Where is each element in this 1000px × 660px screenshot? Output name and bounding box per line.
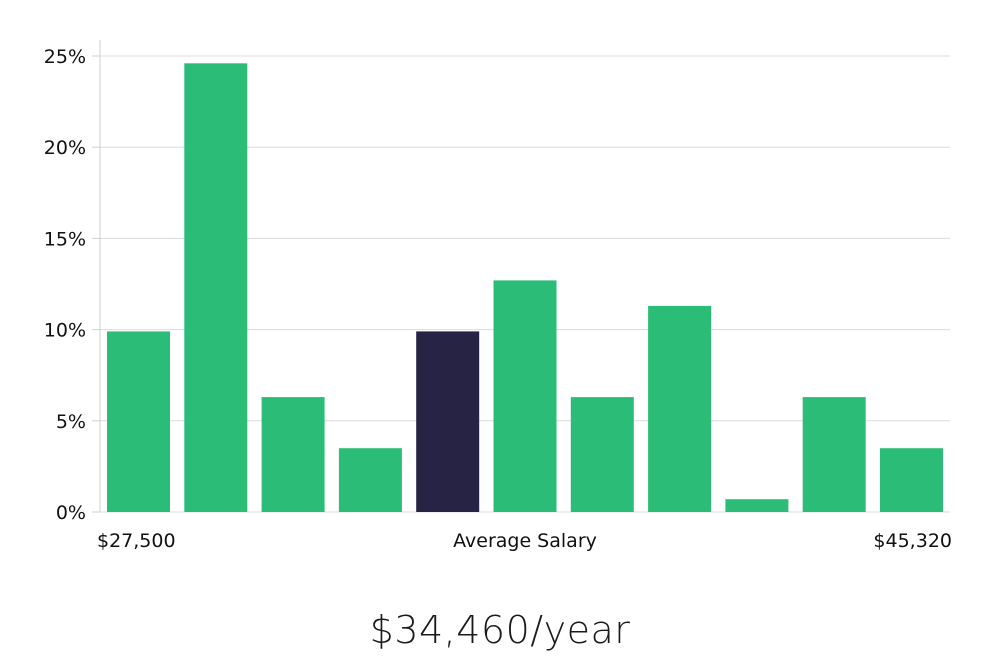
bar [570,397,634,512]
average-salary-value: $34,460/year [369,608,631,652]
bar [338,448,402,512]
bars [107,63,943,513]
salary-histogram-chart: 0%5%10%15%20%25% $27,500 Average Salary … [44,40,952,552]
bar [648,305,712,512]
x-axis-title: Average Salary [453,530,597,552]
bar [725,499,789,512]
y-tick-label: 5% [56,411,86,433]
bar-highlighted [416,331,480,512]
x-axis-max-label: $45,320 [873,530,952,552]
y-tick-label: 10% [44,320,86,342]
bar [880,448,943,512]
bar [802,397,866,512]
bar [493,280,557,512]
bar [184,63,248,513]
bar [107,331,170,512]
bar [261,397,325,512]
x-axis-min-label: $27,500 [97,530,176,552]
y-tick-label: 20% [44,137,86,159]
y-axis-ticks: 0% 5% 10% 15% 20% 25% [44,46,100,524]
y-tick-label: 25% [44,46,86,68]
y-tick-label: 15% [44,228,86,250]
y-tick-label: 0% [56,502,86,524]
